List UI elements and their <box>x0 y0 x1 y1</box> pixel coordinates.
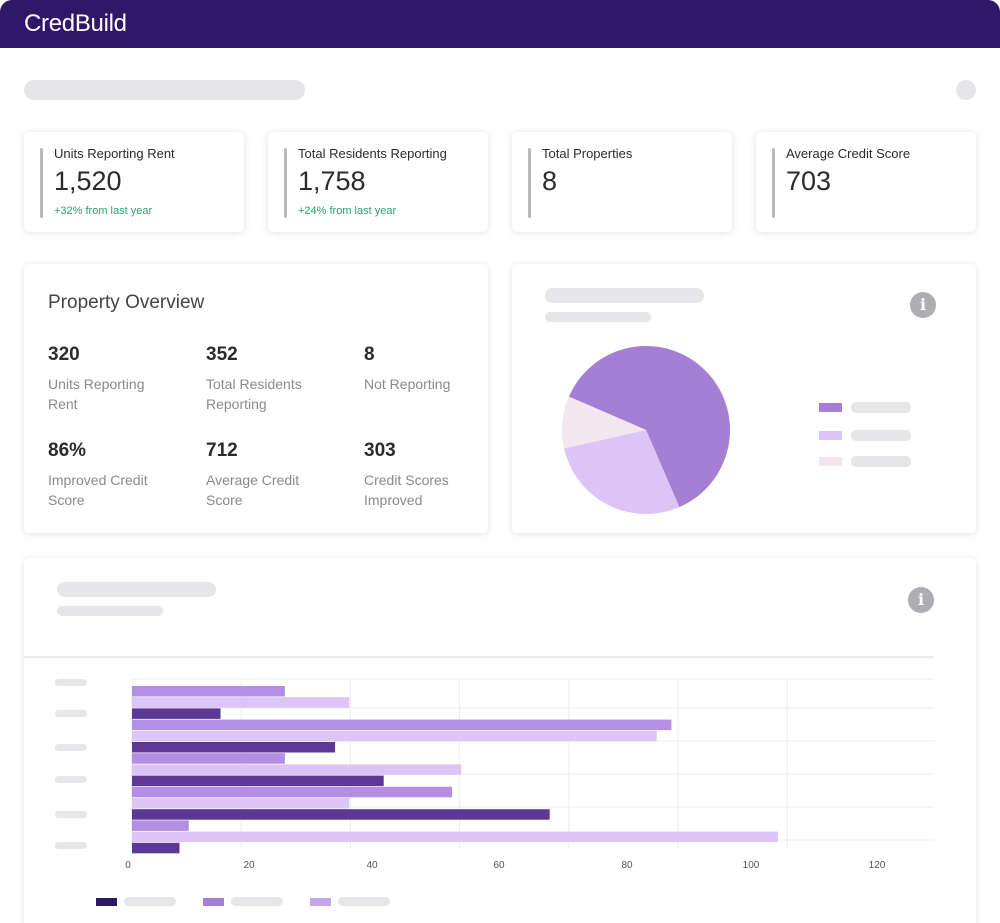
overview-label: Improved Credit Score <box>48 472 148 508</box>
x-tick-label: 60 <box>493 860 505 871</box>
info-icon[interactable]: i <box>910 292 936 318</box>
x-tick-label: 100 <box>742 860 760 871</box>
overview-item-average-credit-score: 712 Average Credit Score <box>206 440 356 510</box>
bar[interactable] <box>132 753 285 764</box>
stat-accent-bar <box>284 148 287 218</box>
bar-legend-swatch-2 <box>203 898 224 906</box>
overview-label: Not Reporting <box>364 376 451 392</box>
pie-legend-label-placeholder <box>851 456 911 467</box>
bar[interactable] <box>132 842 180 854</box>
property-overview-title: Property Overview <box>48 292 205 313</box>
bar[interactable] <box>132 742 336 753</box>
stat-accent-bar <box>528 148 531 218</box>
bar-legend-label-placeholder <box>124 897 176 906</box>
bar-title-placeholder <box>57 582 216 597</box>
bar[interactable] <box>132 730 657 742</box>
stat-card-total-properties: Total Properties 8 <box>512 132 732 232</box>
overview-item-units-reporting-rent: 320 Units Reporting Rent <box>48 344 198 414</box>
overview-value: 712 <box>206 440 238 461</box>
x-tick-label: 80 <box>621 860 633 871</box>
category-label-placeholder <box>55 776 87 783</box>
category-label-placeholder <box>55 679 87 686</box>
bar-legend-label-placeholder <box>338 897 390 906</box>
category-label-placeholder <box>55 744 87 751</box>
stat-accent-bar <box>40 148 43 218</box>
overview-value: 320 <box>48 344 80 365</box>
stat-change: +24% from last year <box>298 205 397 217</box>
overview-label: Credit Scores Improved <box>364 472 449 508</box>
bar[interactable] <box>132 809 550 820</box>
stat-card-average-credit-score: Average Credit Score 703 <box>756 132 976 232</box>
overview-label: Total Residents Reporting <box>206 376 302 412</box>
bar-legend-label-placeholder <box>231 897 283 906</box>
bar[interactable] <box>132 820 189 831</box>
stat-value: 1,758 <box>298 166 366 196</box>
bar[interactable] <box>132 697 350 708</box>
x-tick-label: 40 <box>366 860 378 871</box>
pie-slice-2[interactable] <box>564 430 680 514</box>
x-tick-label: 0 <box>125 860 131 871</box>
stat-label: Average Credit Score <box>786 146 911 161</box>
bar-chart <box>55 678 934 906</box>
pie-chart-card: i <box>512 264 976 533</box>
overview-value: 8 <box>364 344 375 365</box>
x-tick-label: 20 <box>243 860 255 871</box>
avatar[interactable] <box>956 80 976 100</box>
overview-item-improved-credit-score: 86% Improved Credit Score <box>48 440 198 510</box>
bar[interactable] <box>132 708 221 719</box>
bar[interactable] <box>132 831 778 843</box>
stat-label: Total Residents Reporting <box>298 146 447 161</box>
bar-legend-swatch-1 <box>96 898 117 906</box>
overview-label: Units Reporting Rent <box>48 376 145 412</box>
pie-legend-swatch-1 <box>819 403 842 412</box>
stat-change: +32% from last year <box>54 205 153 217</box>
stat-label: Units Reporting Rent <box>54 146 175 161</box>
overview-item-not-reporting: 8 Not Reporting <box>364 344 514 394</box>
stat-value: 1,520 <box>54 166 122 196</box>
pie-legend-label-placeholder <box>851 430 911 441</box>
bar[interactable] <box>132 764 462 775</box>
overview-item-total-residents-reporting: 352 Total Residents Reporting <box>206 344 356 414</box>
pie-slice-1[interactable] <box>568 345 731 508</box>
pie-legend-swatch-2 <box>819 431 842 440</box>
stat-value: 8 <box>542 166 558 196</box>
info-icon[interactable]: i <box>908 587 934 613</box>
bar[interactable] <box>132 775 384 787</box>
bar[interactable] <box>132 786 452 798</box>
bar-chart-card: i 0 20 40 60 80 100 120 <box>24 558 976 923</box>
bar-subtitle-placeholder <box>57 606 163 616</box>
bar[interactable] <box>132 798 350 809</box>
pie-subtitle-placeholder <box>545 312 651 322</box>
category-label-placeholder <box>55 710 87 717</box>
overview-value: 303 <box>364 440 396 461</box>
bar[interactable] <box>132 719 672 731</box>
overview-label: Average Credit Score <box>206 472 300 508</box>
pie-legend-label-placeholder <box>851 402 911 413</box>
stat-value: 703 <box>786 166 832 196</box>
page-title-placeholder <box>24 80 305 100</box>
overview-value: 86% <box>48 440 87 461</box>
overview-item-credit-scores-improved: 303 Credit Scores Improved <box>364 440 514 510</box>
bar[interactable] <box>132 686 285 697</box>
stat-label: Total Properties <box>542 146 633 161</box>
pie-slice-3[interactable] <box>561 396 646 449</box>
category-label-placeholder <box>55 842 87 849</box>
chart-header-divider <box>24 656 934 658</box>
stat-accent-bar <box>772 148 775 218</box>
app-header: CredBuild <box>0 0 1000 48</box>
category-label-placeholder <box>55 811 87 818</box>
overview-value: 352 <box>206 344 238 365</box>
property-overview-card: Property Overview 320 Units Reporting Re… <box>24 264 488 533</box>
pie-title-placeholder <box>545 288 704 303</box>
bar-legend-swatch-3 <box>310 898 331 906</box>
x-tick-label: 120 <box>868 860 886 871</box>
stat-card-units-reporting-rent: Units Reporting Rent 1,520 +32% from las… <box>24 132 244 232</box>
stat-card-total-residents: Total Residents Reporting 1,758 +24% fro… <box>268 132 488 232</box>
pie-chart <box>561 345 911 514</box>
brand-logo[interactable]: CredBuild <box>24 10 127 37</box>
pie-legend-swatch-3 <box>819 457 842 466</box>
